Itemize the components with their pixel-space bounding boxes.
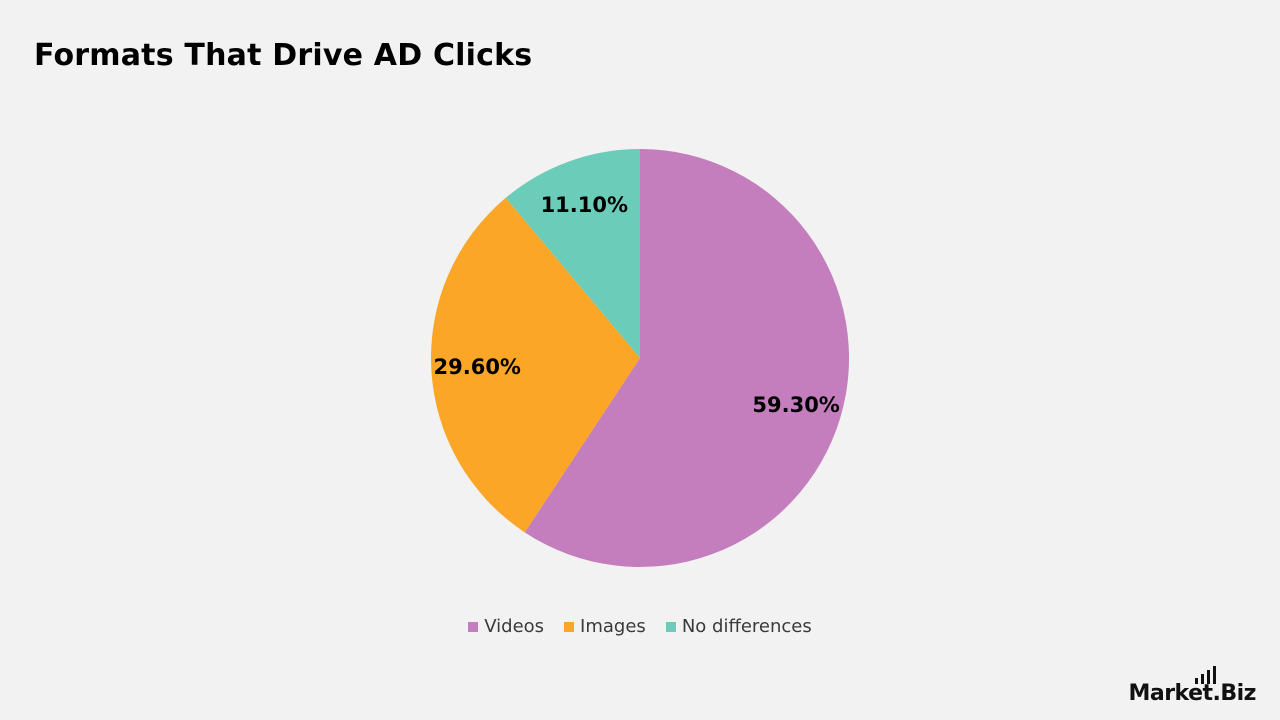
legend-swatch — [468, 621, 479, 632]
legend-item-videos: Videos — [468, 616, 544, 637]
legend-swatch — [665, 621, 676, 632]
data-label-no-differences: 11.10% — [541, 193, 628, 217]
pie-slice-images — [430, 197, 640, 533]
data-label-images: 29.60% — [434, 355, 521, 379]
data-label-videos: 59.30% — [752, 393, 839, 417]
chart-legend: Videos Images No differences — [0, 616, 1280, 637]
pie-slice-no-differences — [505, 149, 640, 358]
brand-bars-icon — [1195, 666, 1216, 684]
brand-name: Market.Biz — [1128, 681, 1256, 706]
brand-logo: Market.Biz — [1126, 666, 1256, 706]
legend-swatch — [564, 621, 575, 632]
legend-label: Videos — [484, 616, 545, 637]
legend-label: No differences — [681, 616, 812, 637]
chart-title: Formats That Drive AD Clicks — [34, 38, 533, 73]
pie-slice-videos — [524, 149, 849, 567]
legend-item-no-differences: No differences — [665, 616, 812, 637]
legend-item-images: Images — [564, 616, 646, 637]
legend-label: Images — [580, 616, 646, 637]
